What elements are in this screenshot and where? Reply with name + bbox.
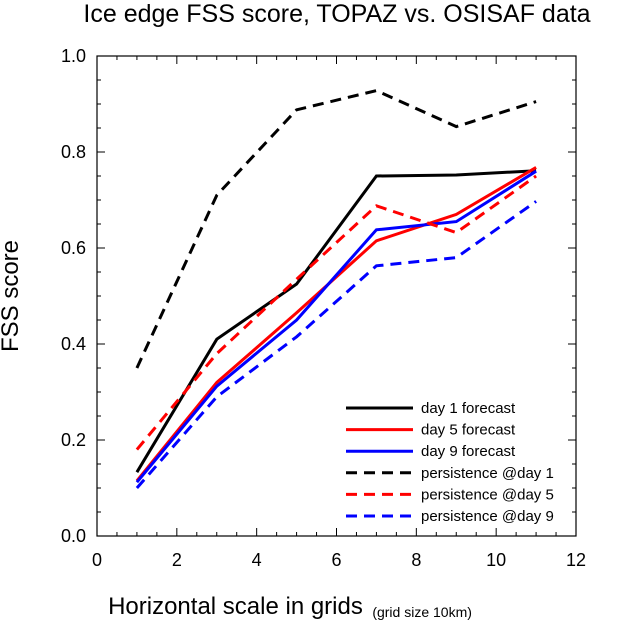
y-tick-label: 0.6 [61,238,86,258]
x-tick-label: 0 [92,550,102,570]
chart-title: Ice edge FSS score, TOPAZ vs. OSISAF dat… [83,0,590,28]
y-tick-label: 0.0 [61,526,86,546]
axis-ticks: 0 2 4 6 8 10 12 0.0 0.2 0.4 0.6 0.8 1.0 [61,46,586,570]
x-tick-label: 2 [172,550,182,570]
legend-label: persistence @day 5 [421,486,554,503]
x-tick-label: 10 [486,550,506,570]
x-tick-label: 12 [566,550,586,570]
x-axis-label-group: Horizontal scale in grids (grid size 10k… [108,593,472,620]
legend: day 1 forecast day 5 forecast day 9 foreca… [346,400,554,525]
series-line-persistence-day-1 [135,89,537,369]
x-axis-note: (grid size 10km) [372,604,472,620]
series-line-day-9-forecast [135,169,537,484]
series-lines [135,89,537,489]
series-line-persistence-day-5 [135,174,537,451]
y-axis-label: FSS score [0,240,24,352]
x-tick-label: 8 [411,550,421,570]
legend-label: day 9 forecast [421,443,516,460]
series-line-day-1-forecast [135,169,537,473]
y-tick-label: 0.8 [61,142,86,162]
x-axis-label: Horizontal scale in grids [108,593,363,620]
x-tick-label: 6 [331,550,341,570]
series-line-persistence-day-9 [135,200,537,489]
y-tick-label: 0.2 [61,430,86,450]
y-tick-label: 1.0 [61,46,86,66]
legend-label: persistence @day 1 [421,465,554,482]
legend-label: persistence @day 9 [421,508,554,525]
legend-label: day 5 forecast [421,422,516,439]
x-tick-label: 4 [252,550,262,570]
y-tick-label: 0.4 [61,334,86,354]
legend-label: day 1 forecast [421,400,516,417]
